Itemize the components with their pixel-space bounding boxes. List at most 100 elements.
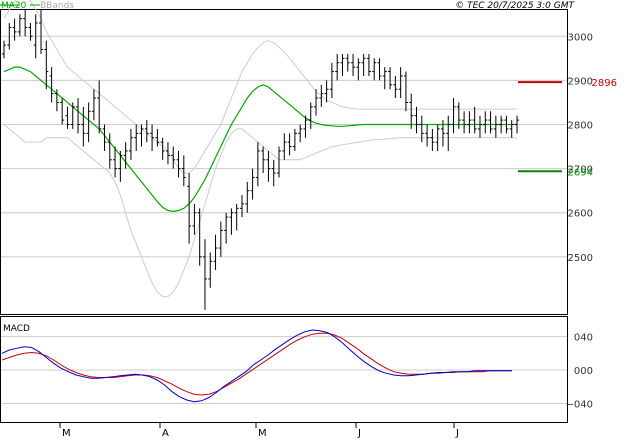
ohlc-bar <box>2 40 6 59</box>
ohlc-bar <box>372 58 377 81</box>
ohlc-bar <box>144 120 149 143</box>
support-resistance: 2896 2694 <box>518 78 617 178</box>
ohlc-bar <box>483 111 488 134</box>
ohlc-bar <box>155 128 160 147</box>
ohlc-bar <box>477 115 482 138</box>
ohlc-bar <box>324 80 329 103</box>
ohlc-bar <box>340 53 345 76</box>
ohlc-bar <box>509 120 514 138</box>
ohlc-bar <box>150 124 155 151</box>
bb-lower-line <box>3 124 517 298</box>
ohlc-bar <box>197 208 202 266</box>
ohlc-bar <box>266 150 271 182</box>
ohlc-bar <box>54 89 59 112</box>
ohlc-bar <box>515 115 519 134</box>
ohlc-bar <box>81 106 86 147</box>
ohlc-bar <box>287 133 292 156</box>
ohlc-bar <box>493 115 498 138</box>
ohlc-bar <box>403 71 408 112</box>
ohlc-bar <box>446 115 451 151</box>
macd-y-tick-label: 040 <box>574 333 593 344</box>
ohlc-bar <box>250 168 255 200</box>
ohlc-bar <box>44 40 49 90</box>
ohlc-bar <box>181 155 186 187</box>
ohlc-bar <box>504 115 509 134</box>
price-panel-frame <box>0 9 568 315</box>
ohlc-bar <box>356 58 361 81</box>
ohlc-bar <box>171 146 176 169</box>
ohlc-bar <box>462 111 467 134</box>
month-label: A <box>162 428 169 439</box>
month-label: J <box>357 428 361 439</box>
macd-line <box>1 329 512 403</box>
ohlc-bar <box>208 252 213 288</box>
ohlc-bar <box>202 239 207 310</box>
price-bars <box>2 9 519 310</box>
ohlc-bar <box>86 102 91 143</box>
ohlc-bar <box>409 93 414 129</box>
ohlc-bar <box>430 128 435 151</box>
ohlc-bar <box>303 115 308 138</box>
macd-title: MACD <box>3 324 30 334</box>
ohlc-bar <box>134 124 139 151</box>
ohlc-bar <box>319 84 324 107</box>
macd-y-ticks: 040 000 −040 <box>566 333 593 411</box>
ohlc-bar <box>224 212 229 244</box>
price-y-tick-label: 2600 <box>568 209 593 220</box>
ohlc-bar <box>393 75 398 99</box>
ohlc-bar <box>467 111 472 134</box>
ohlc-bar <box>123 142 128 169</box>
ohlc-bar <box>218 221 223 257</box>
ohlc-bar <box>366 53 371 76</box>
ohlc-bar <box>91 89 96 121</box>
ohlc-bar <box>329 62 334 99</box>
ohlc-bar <box>377 58 382 81</box>
price-y-tick-label: 2800 <box>568 121 593 132</box>
ohlc-bar <box>97 80 102 134</box>
legend-bb-label: BBands <box>40 1 74 11</box>
macd-gridlines <box>1 336 567 404</box>
ohlc-bar <box>277 146 282 178</box>
ohlc-bar <box>382 67 387 90</box>
ohlc-bar <box>308 102 313 129</box>
ohlc-bar <box>425 124 430 147</box>
ohlc-bar <box>261 146 266 174</box>
price-y-tick-label: 2700 <box>568 165 593 176</box>
ohlc-bar <box>76 98 81 134</box>
ohlc-bar <box>398 67 403 99</box>
ohlc-bar <box>176 150 181 178</box>
ohlc-bar <box>7 23 12 50</box>
price-y-tick-label: 2500 <box>568 253 593 264</box>
macd-y-tick-label: 000 <box>574 366 593 377</box>
month-label: J <box>455 428 459 439</box>
ohlc-bar <box>335 53 340 81</box>
ohlc-bar <box>292 128 297 151</box>
ohlc-bar <box>118 150 123 182</box>
macd-y-tick-label: −040 <box>566 399 593 410</box>
bb-upper-line <box>3 0 517 174</box>
ohlc-bar <box>298 124 303 143</box>
ohlc-bar <box>23 9 28 37</box>
ohlc-bar <box>107 133 112 169</box>
ohlc-bar <box>65 106 70 129</box>
ohlc-bar <box>239 195 244 218</box>
ohlc-bar <box>388 67 393 90</box>
ohlc-bar <box>414 106 419 134</box>
ohlc-bar <box>451 98 456 134</box>
ohlc-bar <box>60 98 65 125</box>
ohlc-bar <box>213 234 218 271</box>
macd-lines <box>1 329 512 403</box>
ohlc-bar <box>361 53 366 76</box>
ohlc-bar <box>33 14 38 59</box>
ohlc-bar <box>472 106 477 134</box>
resistance-label: 2896 <box>592 78 617 89</box>
ohlc-bar <box>234 203 239 231</box>
ohlc-bar <box>160 137 165 160</box>
ohlc-bar <box>128 128 133 160</box>
ohlc-bar <box>314 89 319 116</box>
price-y-ticks: 3000 2900 2800 2700 2600 2500 <box>568 32 593 264</box>
ohlc-bar <box>488 111 493 134</box>
month-label: M <box>258 428 267 439</box>
ohlc-bar <box>440 120 445 147</box>
